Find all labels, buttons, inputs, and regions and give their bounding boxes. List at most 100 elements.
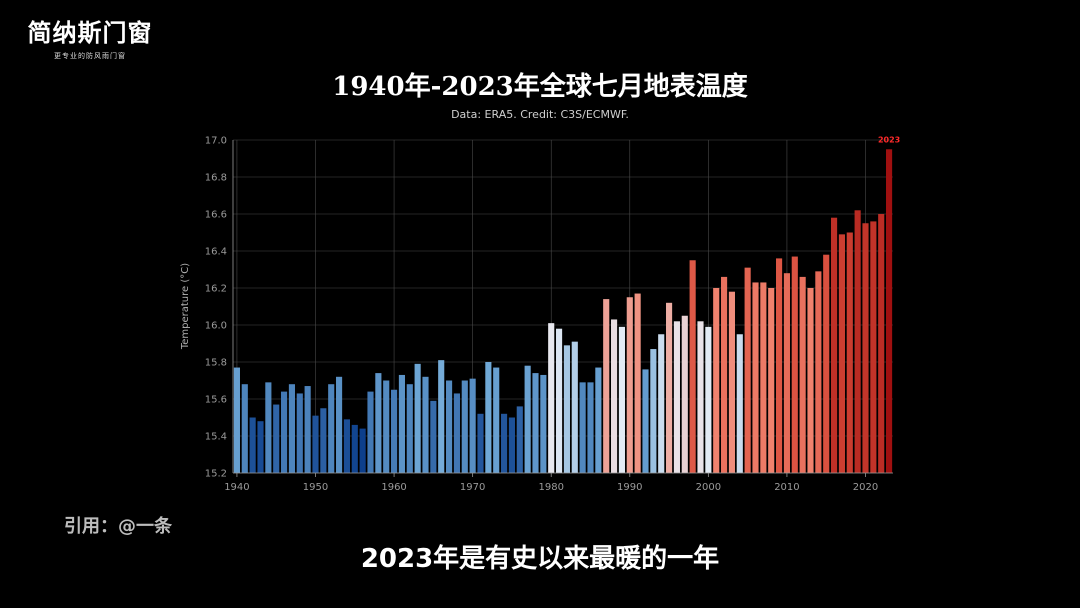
x-tick-label: 1950 — [303, 482, 328, 493]
x-tick-label: 1980 — [538, 482, 563, 493]
bar-2001 — [713, 288, 720, 473]
x-tick-label: 1940 — [224, 482, 249, 493]
x-tick-label: 2000 — [696, 482, 721, 493]
bar-1967 — [446, 380, 453, 473]
bar-1990 — [626, 297, 633, 473]
x-tick-label: 1970 — [460, 482, 485, 493]
bar-2014 — [815, 271, 822, 473]
bar-2018 — [846, 232, 853, 473]
x-tick-label: 1960 — [381, 482, 406, 493]
bar-1984 — [579, 382, 586, 473]
bar-1942 — [249, 417, 256, 473]
bar-1950 — [312, 415, 319, 473]
bar-1948 — [296, 393, 303, 473]
bars — [233, 149, 893, 474]
bar-1987 — [603, 299, 610, 473]
bar-1975 — [508, 417, 515, 473]
bar-1964 — [422, 376, 429, 473]
bar-1996 — [673, 321, 680, 473]
bar-2009 — [776, 258, 783, 473]
brand-logo: 简纳斯门窗 更专业的防风雨门窗 — [20, 18, 160, 61]
y-tick-label: 15.4 — [205, 432, 227, 443]
bar-1965 — [430, 400, 437, 473]
bar-2000 — [705, 326, 712, 473]
bar-1986 — [595, 367, 602, 473]
bar-1969 — [461, 380, 468, 473]
bar-2017 — [838, 234, 845, 473]
bar-2002 — [721, 276, 728, 473]
bar-1946 — [281, 391, 288, 473]
y-tick-label: 16.8 — [205, 173, 227, 184]
bar-1951 — [320, 408, 327, 473]
bar-1954 — [343, 419, 350, 473]
bar-1952 — [328, 384, 335, 473]
bar-1941 — [241, 384, 248, 473]
bar-2015 — [823, 254, 830, 473]
brand-slogan: 更专业的防风雨门窗 — [54, 52, 126, 60]
bar-1949 — [304, 386, 311, 473]
chart-subtitle: Data: ERA5. Credit: C3S/ECMWF. — [451, 108, 629, 121]
bar-1997 — [681, 315, 688, 473]
y-tick-label: 16.2 — [205, 284, 227, 295]
bar-1976 — [516, 406, 523, 473]
bar-1982 — [563, 345, 570, 473]
bar-1943 — [257, 421, 264, 473]
bar-2006 — [752, 282, 759, 473]
y-tick-label: 15.2 — [205, 469, 227, 480]
bar-2016 — [831, 217, 838, 473]
y-tick-label: 15.8 — [205, 358, 227, 369]
x-tick-label: 1990 — [617, 482, 642, 493]
bar-2003 — [728, 291, 735, 473]
bar-1971 — [477, 413, 484, 473]
brand-name: 简纳斯门窗 — [27, 19, 153, 47]
bar-1974 — [501, 413, 508, 473]
bar-1994 — [658, 334, 665, 473]
bar-2010 — [783, 273, 790, 473]
bar-1993 — [650, 349, 657, 473]
y-tick-label: 16.6 — [205, 210, 227, 221]
bar-1959 — [383, 380, 390, 473]
bar-1970 — [469, 378, 476, 473]
bar-2022 — [878, 214, 885, 473]
bar-2005 — [744, 267, 751, 473]
bar-1979 — [540, 374, 547, 473]
bar-1962 — [406, 384, 413, 473]
y-tick-label: 16.0 — [205, 321, 227, 332]
bar-2013 — [807, 288, 814, 473]
bar-1973 — [493, 367, 500, 473]
bar-1988 — [611, 319, 618, 473]
bar-1953 — [336, 376, 343, 473]
bar-1960 — [391, 389, 398, 473]
bar-1999 — [697, 321, 704, 473]
bar-1978 — [532, 373, 539, 473]
bar-1947 — [288, 384, 295, 473]
bar-1944 — [265, 382, 272, 473]
subtitle-caption: 2023年是有史以来最暖的一年 — [360, 544, 720, 574]
bar-1972 — [485, 362, 492, 473]
bar-2007 — [760, 282, 767, 473]
y-tick-label: 15.6 — [205, 395, 227, 406]
axes: 15.2 15.4 15.6 15.8 16.0 16.2 16.4 16.6 16.8 17.0… — [205, 135, 900, 493]
bar-1992 — [642, 369, 649, 473]
bar-2008 — [768, 288, 775, 473]
y-tick-label: 17.0 — [205, 136, 227, 147]
bar-1968 — [453, 393, 460, 473]
bar-2023 — [886, 149, 893, 473]
y-axis-label: Temperature (°C) — [180, 263, 191, 350]
bar-2004 — [736, 334, 743, 473]
x-tick-label: 2010 — [774, 482, 799, 493]
chart-title: 1940年-2023年全球七月地表温度 — [332, 72, 748, 102]
highlight-year-label: 2023 — [878, 135, 900, 144]
bar-2021 — [870, 221, 877, 473]
bar-1957 — [367, 391, 374, 473]
bar-1980 — [548, 323, 555, 473]
bar-2011 — [791, 256, 798, 473]
bar-1998 — [689, 260, 696, 473]
bar-1955 — [351, 424, 358, 473]
bar-1989 — [618, 326, 625, 473]
bar-2012 — [799, 276, 806, 473]
bar-1985 — [587, 382, 594, 473]
bar-1956 — [359, 428, 366, 473]
bar-1983 — [571, 341, 578, 473]
